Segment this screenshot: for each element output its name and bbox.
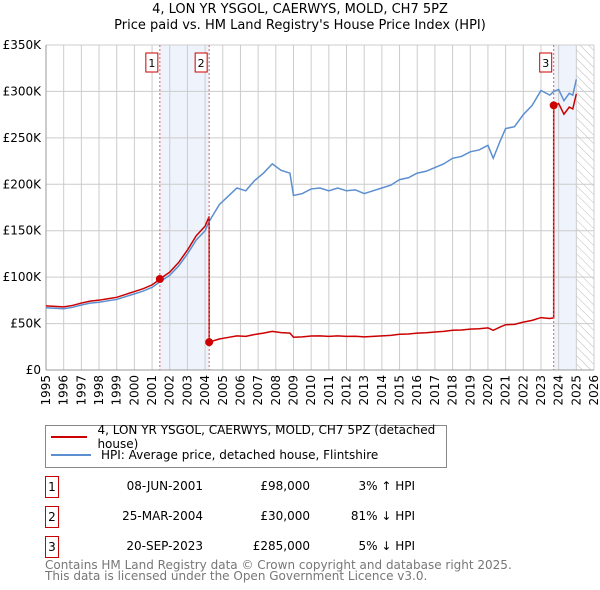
y-tick-label: £300K — [3, 84, 43, 98]
sale-period-band — [159, 45, 210, 370]
x-tick-label: 2007 — [251, 375, 265, 406]
x-tick-label: 2020 — [481, 375, 495, 406]
sale-hpi-diff: 5% ↓ HPI — [358, 539, 415, 553]
x-tick-label: 2025 — [569, 375, 583, 406]
legend-label: HPI: Average price, detached house, Flin… — [101, 448, 379, 462]
x-tick-label: 2008 — [269, 375, 283, 406]
sale-marker-label: 2 — [198, 57, 205, 70]
y-tick-label: £250K — [3, 131, 43, 145]
x-tick-label: 2019 — [463, 375, 477, 406]
legend: 4, LON YR YSGOL, CAERWYS, MOLD, CH7 5PZ … — [45, 423, 447, 468]
sale-point — [155, 275, 164, 283]
x-tick-label: 2021 — [499, 375, 513, 406]
x-tick-label: 2006 — [233, 375, 247, 406]
chart-subtitle: Price paid vs. HM Land Registry's House … — [114, 18, 486, 33]
sale-row: 1 08-JUN-2001 £98,000 3% ↑ HPI — [45, 476, 425, 498]
sale-marker-label: 1 — [148, 57, 155, 70]
x-tick-label: 2001 — [145, 375, 159, 406]
x-tick-label: 2013 — [357, 375, 371, 406]
sale-marker: 3 — [45, 536, 59, 558]
legend-label: 4, LON YR YSGOL, CAERWYS, MOLD, CH7 5PZ … — [97, 423, 436, 451]
legend-item-hpi: HPI: Average price, detached house, Flin… — [51, 447, 378, 463]
y-tick-label: £0 — [26, 363, 41, 377]
sale-marker: 1 — [45, 476, 59, 498]
sale-price: £30,000 — [260, 509, 310, 523]
hpi-line — [45, 79, 578, 310]
x-tick-label: 2014 — [375, 375, 389, 406]
y-tick-label: £200K — [3, 177, 43, 191]
sale-marker-box — [145, 52, 159, 73]
x-tick-label: 1998 — [92, 375, 106, 406]
x-tick-label: 2004 — [198, 375, 212, 406]
x-tick-label: 1995 — [39, 375, 53, 406]
x-tick-label: 2024 — [552, 375, 566, 406]
x-tick-label: 2018 — [446, 375, 460, 406]
x-tick-label: 1999 — [110, 375, 124, 406]
x-tick-label: 2012 — [340, 375, 354, 406]
y-tick-label: £150K — [3, 224, 43, 238]
sale-hpi-diff: 3% ↑ HPI — [358, 479, 415, 493]
x-tick-label: 2000 — [127, 375, 141, 406]
sale-row: 2 25-MAR-2004 £30,000 81% ↓ HPI — [45, 506, 425, 528]
y-tick-label: £50K — [10, 317, 42, 331]
sale-point — [549, 101, 558, 110]
x-tick-label: 2011 — [322, 375, 336, 406]
sale-price: £98,000 — [260, 479, 310, 493]
x-tick-label: 2009 — [286, 375, 300, 406]
x-tick-label: 1996 — [57, 375, 71, 406]
x-tick-label: 2026 — [587, 375, 600, 406]
sale-marker-label: 3 — [542, 57, 549, 70]
sale-point — [205, 338, 214, 347]
sale-row: 3 20-SEP-2023 £285,000 5% ↓ HPI — [45, 536, 425, 558]
x-tick-label: 2010 — [304, 375, 318, 406]
sale-marker-box — [194, 52, 208, 73]
sale-marker: 2 — [45, 506, 59, 528]
x-tick-label: 2017 — [428, 375, 442, 406]
legend-item-property: 4, LON YR YSGOL, CAERWYS, MOLD, CH7 5PZ … — [51, 423, 446, 451]
chart-title: 4, LON YR YSGOL, CAERWYS, MOLD, CH7 5PZ — [152, 2, 448, 17]
x-tick-label: 2005 — [216, 375, 230, 406]
x-tick-label: 2015 — [393, 375, 407, 406]
x-tick-label: 2022 — [516, 375, 530, 406]
sale-date: 25-MAR-2004 — [122, 509, 203, 523]
sale-hpi-diff: 81% ↓ HPI — [350, 509, 415, 523]
price-chart: 1995 1996 1997 1998 1999 2000 2001 2002 2003 2004… — [3, 38, 600, 406]
footer-licence: This data is licensed under the Open Gov… — [45, 569, 428, 583]
x-tick-label: 2003 — [180, 375, 194, 406]
sale-marker-box — [539, 52, 553, 73]
y-tick-label: £350K — [3, 38, 43, 52]
sale-date: 20-SEP-2023 — [126, 539, 203, 553]
x-tick-label: 1997 — [74, 375, 88, 406]
sale-price: £285,000 — [252, 539, 310, 553]
sale-date: 08-JUN-2001 — [126, 479, 203, 493]
property-price-line — [45, 93, 578, 344]
y-tick-label: £100K — [3, 270, 43, 284]
x-tick-label: 2016 — [410, 375, 424, 406]
legend-swatch — [51, 454, 91, 456]
footer-copyright: Contains HM Land Registry data © Crown c… — [45, 558, 512, 572]
legend-swatch — [51, 436, 88, 438]
forecast-hatch — [576, 45, 594, 370]
footer: Contains HM Land Registry data © Crown c… — [45, 558, 512, 583]
x-tick-label: 2002 — [163, 375, 177, 406]
sale-period-band — [553, 45, 577, 370]
x-tick-label: 2023 — [534, 375, 548, 406]
